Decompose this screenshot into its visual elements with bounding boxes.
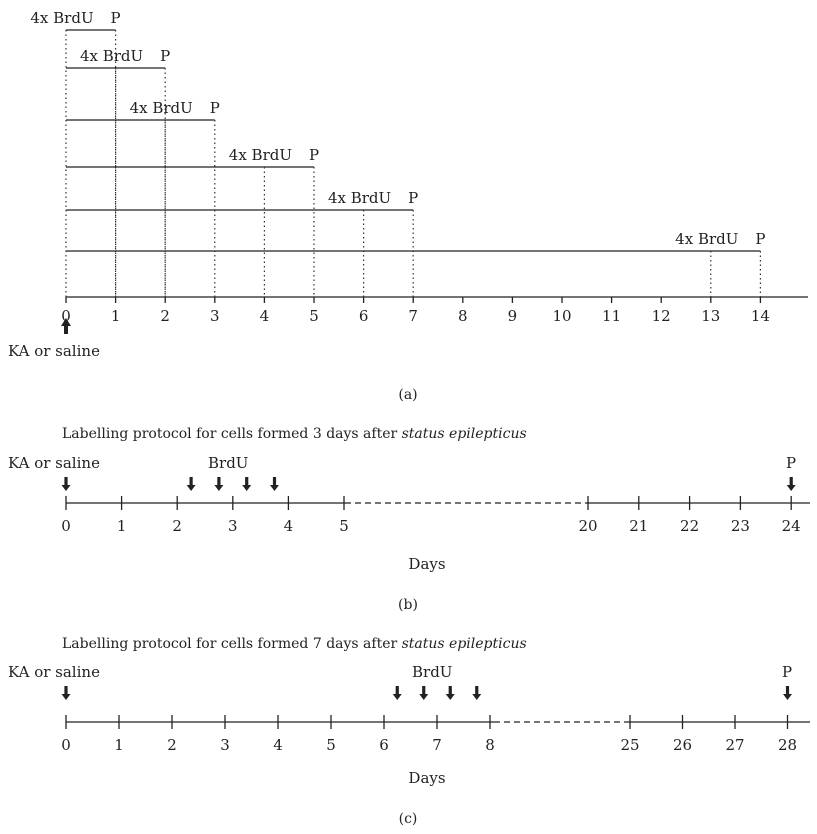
- panel-b-tick-label: 4: [284, 517, 294, 535]
- panel-b-brdu-arrow-icon: [242, 477, 252, 491]
- panel-c-tick-label: 7: [432, 736, 442, 754]
- panel-c-caption: (c): [399, 811, 418, 827]
- protocol-row: 4x BrdU P: [66, 189, 418, 297]
- panel-c-brdu-label: BrdU: [412, 663, 452, 681]
- panel-b-tick-label: 1: [117, 517, 127, 535]
- panel-c-tick-label: 4: [273, 736, 283, 754]
- panel-c-brdu-arrow-icon: [419, 686, 429, 700]
- panel-b-injection-arrow-icon: [61, 477, 71, 491]
- panel-a-tick-marks: [65, 297, 762, 303]
- panel-b-caption: (b): [398, 597, 418, 613]
- panel-c-tick-label: 3: [220, 736, 230, 754]
- panel-a-tick-label: 9: [508, 307, 518, 325]
- panel-b-perfusion-arrow-icon: [786, 477, 796, 491]
- panel-a-injection-label: KA or saline: [8, 342, 100, 360]
- protocol-brdu-label: 4x BrdU: [328, 189, 391, 207]
- panel-b-brdu-label: BrdU: [208, 454, 248, 472]
- panel-a-tick-label: 11: [602, 307, 621, 325]
- panel-b-brdu-arrow-icon: [214, 477, 224, 491]
- panel-c-perfusion-arrow-icon: [783, 686, 792, 700]
- panel-b-tick-label: 22: [680, 517, 699, 535]
- panel-b-tick-label: 21: [629, 517, 648, 535]
- panel-a-tick-label: 8: [458, 307, 468, 325]
- protocol-row: 4x BrdU P: [30, 9, 121, 297]
- panel-c: Labelling protocol for cells formed 7 da…: [8, 636, 810, 827]
- panel-c-brdu-arrow-icon: [445, 686, 455, 700]
- panel-a-tick-label: 5: [309, 307, 319, 325]
- panel-b-tick-label: 23: [731, 517, 750, 535]
- panel-b-tick-label: 5: [339, 517, 349, 535]
- panel-c-tick-label: 5: [326, 736, 336, 754]
- panel-a-tick-label: 13: [701, 307, 720, 325]
- panel-a-tick-label: 6: [359, 307, 369, 325]
- panel-a-tick-label: 12: [652, 307, 671, 325]
- panel-c-tick-label: 0: [61, 736, 71, 754]
- panel-c-tick-label: 8: [485, 736, 495, 754]
- protocol-perfusion-label: P: [160, 47, 170, 65]
- panel-b-injection-label: KA or saline: [8, 454, 100, 472]
- panel-a-tick-label: 14: [751, 307, 770, 325]
- panel-a-tick-label: 4: [260, 307, 270, 325]
- panel-a-tick-label: 2: [160, 307, 170, 325]
- protocol-brdu-label: 4x BrdU: [30, 9, 93, 27]
- panel-c-tick-label: 1: [114, 736, 124, 754]
- panel-b-brdu-arrow-icon: [186, 477, 196, 491]
- panel-b-tick-label: 24: [782, 517, 801, 535]
- panel-c-xlabel: Days: [408, 769, 445, 787]
- panel-a-tick-label: 0: [61, 307, 71, 325]
- protocol-row: 4x BrdU P: [66, 146, 319, 297]
- panel-c-tick-label: 2: [167, 736, 177, 754]
- panel-c-brdu-arrow-icon: [472, 686, 482, 700]
- protocol-row: 4x BrdU P: [66, 230, 765, 297]
- panel-c-tick-label: 26: [673, 736, 692, 754]
- panel-b-perfusion-label: P: [786, 454, 796, 472]
- panel-b-tick-label: 3: [228, 517, 238, 535]
- protocol-row: 4x BrdU P: [66, 99, 220, 297]
- panel-c-injection-arrow-icon: [61, 686, 71, 700]
- protocol-row: 4x BrdU P: [66, 47, 170, 297]
- panel-a-injection-arrow-icon: [61, 318, 71, 334]
- panel-b-tick-label: 2: [172, 517, 182, 535]
- panel-b-tick-label: 0: [61, 517, 71, 535]
- protocol-perfusion-label: P: [210, 99, 220, 117]
- panel-b-tick-labels: 0 1 2 3 4 5 20 21 22 23 24: [61, 517, 801, 535]
- protocol-brdu-label: 4x BrdU: [80, 47, 143, 65]
- panel-a-tick-label: 1: [111, 307, 121, 325]
- panel-c-perfusion-label: P: [782, 663, 792, 681]
- panel-a-tick-labels: 0 1 2 3 4 5 6 7 8 9 10 11 12 13 14: [61, 307, 770, 325]
- panel-b-tick-marks: [65, 496, 792, 510]
- panel-c-tick-label: 28: [778, 736, 797, 754]
- panel-a-protocols: 4x BrdU P 4x BrdU P 4x BrdU P 4x BrdU P 4x BrdU P…: [30, 9, 765, 297]
- panel-b: Labelling protocol for cells formed 3 da…: [8, 426, 810, 613]
- panel-c-tick-label: 25: [620, 736, 639, 754]
- panel-c-tick-label: 27: [725, 736, 744, 754]
- panel-c-brdu-arrow-icon: [392, 686, 402, 700]
- protocol-brdu-label: 4x BrdU: [130, 99, 193, 117]
- protocol-perfusion-label: P: [309, 146, 319, 164]
- panel-a-tick-label: 3: [210, 307, 220, 325]
- panel-b-brdu-arrow-icon: [270, 477, 279, 491]
- panel-a-tick-label: 10: [552, 307, 571, 325]
- panel-a-caption: (a): [398, 387, 417, 403]
- panel-b-title: Labelling protocol for cells formed 3 da…: [62, 426, 527, 442]
- panel-b-arrows: [61, 477, 796, 491]
- panel-c-injection-label: KA or saline: [8, 663, 100, 681]
- panel-c-tick-marks: [65, 715, 789, 729]
- panel-b-xlabel: Days: [408, 555, 445, 573]
- panel-c-tick-label: 6: [379, 736, 389, 754]
- panel-a-tick-label: 7: [408, 307, 418, 325]
- protocol-brdu-label: 4x BrdU: [229, 146, 292, 164]
- protocol-brdu-label: 4x BrdU: [675, 230, 738, 248]
- panel-c-title: Labelling protocol for cells formed 7 da…: [62, 636, 527, 652]
- panel-c-arrows: [61, 686, 792, 700]
- panel-c-tick-labels: 0 1 2 3 4 5 6 7 8 25 26 27 28: [61, 736, 797, 754]
- protocol-perfusion-label: P: [755, 230, 765, 248]
- panel-a: 0 1 2 3 4 5 6 7 8 9 10 11 12 13 14 4x BrdU P4x BrdU P4x …: [8, 9, 808, 403]
- protocol-perfusion-label: P: [111, 9, 121, 27]
- protocol-perfusion-label: P: [408, 189, 418, 207]
- panel-b-tick-label: 20: [578, 517, 597, 535]
